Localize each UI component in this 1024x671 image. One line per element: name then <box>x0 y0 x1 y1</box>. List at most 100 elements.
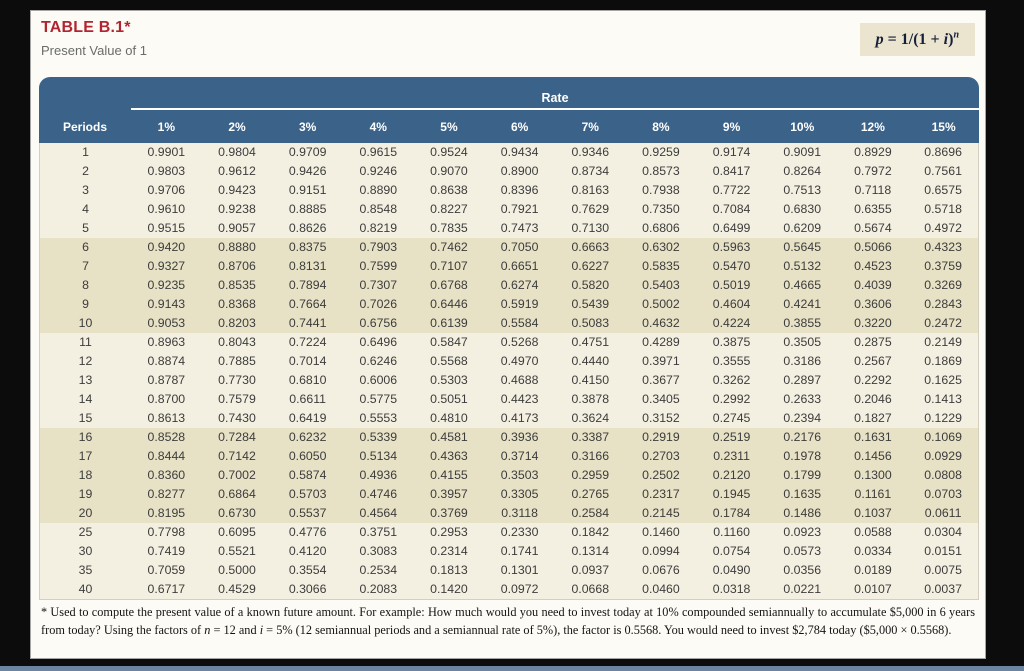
rate-column-header: 9% <box>696 110 767 143</box>
value-cell: 0.5268 <box>484 333 555 352</box>
value-cell: 0.3624 <box>554 409 626 428</box>
value-cell: 0.0189 <box>837 561 909 580</box>
value-cell: 0.2765 <box>554 485 626 504</box>
value-cell: 0.3957 <box>413 485 485 504</box>
value-cell: 0.7722 <box>696 181 767 200</box>
value-cell: 0.0923 <box>766 523 838 542</box>
value-cell: 0.0573 <box>766 542 838 561</box>
value-cell: 0.0611 <box>908 504 979 523</box>
value-cell: 0.8626 <box>272 219 343 238</box>
value-cell: 0.9143 <box>131 295 202 314</box>
value-cell: 0.6768 <box>413 276 485 295</box>
value-cell: 0.6864 <box>201 485 273 504</box>
value-cell: 0.9706 <box>131 181 202 200</box>
value-cell: 0.1631 <box>837 428 909 447</box>
rate-column-header: 8% <box>625 110 697 143</box>
value-cell: 0.3555 <box>696 352 767 371</box>
value-cell: 0.2703 <box>625 447 697 466</box>
value-cell: 0.4604 <box>696 295 767 314</box>
value-cell: 0.4241 <box>766 295 838 314</box>
table-row: 20 0.8195 0.6730 0.5537 0.4564 0.3769 0.3118 0.… <box>39 504 979 523</box>
value-cell: 0.0334 <box>837 542 909 561</box>
value-cell: 0.5339 <box>342 428 414 447</box>
value-cell: 0.6830 <box>766 200 838 219</box>
value-cell: 0.2083 <box>342 580 414 600</box>
value-cell: 0.3677 <box>625 371 697 390</box>
value-cell: 0.3971 <box>625 352 697 371</box>
value-cell: 0.5835 <box>625 257 697 276</box>
value-cell: 0.0075 <box>908 561 979 580</box>
table-body: 1 0.9901 0.9804 0.9709 0.9615 0.9524 0.9434 0.9… <box>39 143 979 600</box>
formula-text: p = 1/(1 + i)n <box>875 30 959 49</box>
table-row: 10 0.9053 0.8203 0.7441 0.6756 0.6139 0.5584 0.… <box>39 314 979 333</box>
value-cell: 0.1945 <box>696 485 767 504</box>
period-cell: 3 <box>39 181 131 200</box>
period-cell: 20 <box>39 504 131 523</box>
period-cell: 35 <box>39 561 131 580</box>
value-cell: 0.3083 <box>342 542 414 561</box>
value-cell: 0.3759 <box>908 257 979 276</box>
value-cell: 0.8696 <box>908 143 979 162</box>
value-cell: 0.0460 <box>625 580 697 600</box>
period-cell: 4 <box>39 200 131 219</box>
value-cell: 0.7938 <box>625 181 697 200</box>
value-cell: 0.6611 <box>272 390 343 409</box>
value-cell: 0.2394 <box>766 409 838 428</box>
value-cell: 0.5820 <box>554 276 626 295</box>
value-cell: 0.9174 <box>696 143 767 162</box>
value-cell: 0.2314 <box>413 542 485 561</box>
value-cell: 0.1300 <box>837 466 909 485</box>
present-value-table: Rate Periods 1% 2% 3% 4% 5% 6% 7% 8% 9% 10% 12% 15% … <box>39 77 979 600</box>
period-cell: 5 <box>39 219 131 238</box>
rate-column-header: 15% <box>908 110 979 143</box>
value-cell: 0.6575 <box>908 181 979 200</box>
value-cell: 0.4224 <box>696 314 767 333</box>
value-cell: 0.3305 <box>484 485 555 504</box>
value-cell: 0.1160 <box>696 523 767 542</box>
value-cell: 0.5537 <box>272 504 343 523</box>
value-cell: 0.9615 <box>342 143 414 162</box>
value-cell: 0.7441 <box>272 314 343 333</box>
value-cell: 0.2176 <box>766 428 838 447</box>
value-cell: 0.1741 <box>484 542 555 561</box>
value-cell: 0.0808 <box>908 466 979 485</box>
value-cell: 0.9426 <box>272 162 343 181</box>
period-cell: 19 <box>39 485 131 504</box>
value-cell: 0.3152 <box>625 409 697 428</box>
value-cell: 0.8528 <box>131 428 202 447</box>
value-cell: 0.3714 <box>484 447 555 466</box>
value-cell: 0.4173 <box>484 409 555 428</box>
period-cell: 25 <box>39 523 131 542</box>
value-cell: 0.7142 <box>201 447 273 466</box>
value-cell: 0.3606 <box>837 295 909 314</box>
value-cell: 0.6246 <box>342 352 414 371</box>
table-row: 35 0.7059 0.5000 0.3554 0.2534 0.1813 0.1301 0.… <box>39 561 979 580</box>
value-cell: 0.9434 <box>484 143 555 162</box>
window-edge-strip <box>0 666 1024 671</box>
formula-box: p = 1/(1 + i)n <box>859 23 975 57</box>
value-cell: 0.5002 <box>625 295 697 314</box>
value-cell: 0.8396 <box>484 181 555 200</box>
period-cell: 13 <box>39 371 131 390</box>
value-cell: 0.0318 <box>696 580 767 600</box>
value-cell: 0.7026 <box>342 295 414 314</box>
period-cell: 1 <box>39 143 131 162</box>
value-cell: 0.2534 <box>342 561 414 580</box>
value-cell: 0.3936 <box>484 428 555 447</box>
value-cell: 0.6806 <box>625 219 697 238</box>
value-cell: 0.7224 <box>272 333 343 352</box>
value-cell: 0.1420 <box>413 580 485 600</box>
value-cell: 0.3066 <box>272 580 343 600</box>
value-cell: 0.5051 <box>413 390 485 409</box>
table-row: 25 0.7798 0.6095 0.4776 0.3751 0.2953 0.2330 0.… <box>39 523 979 542</box>
value-cell: 0.7130 <box>554 219 626 238</box>
value-cell: 0.0037 <box>908 580 979 600</box>
value-cell: 0.4751 <box>554 333 626 352</box>
value-cell: 0.8874 <box>131 352 202 371</box>
value-cell: 0.8929 <box>837 143 909 162</box>
value-cell: 0.1784 <box>696 504 767 523</box>
value-cell: 0.9901 <box>131 143 202 162</box>
value-cell: 0.4688 <box>484 371 555 390</box>
value-cell: 0.6050 <box>272 447 343 466</box>
value-cell: 0.8219 <box>342 219 414 238</box>
